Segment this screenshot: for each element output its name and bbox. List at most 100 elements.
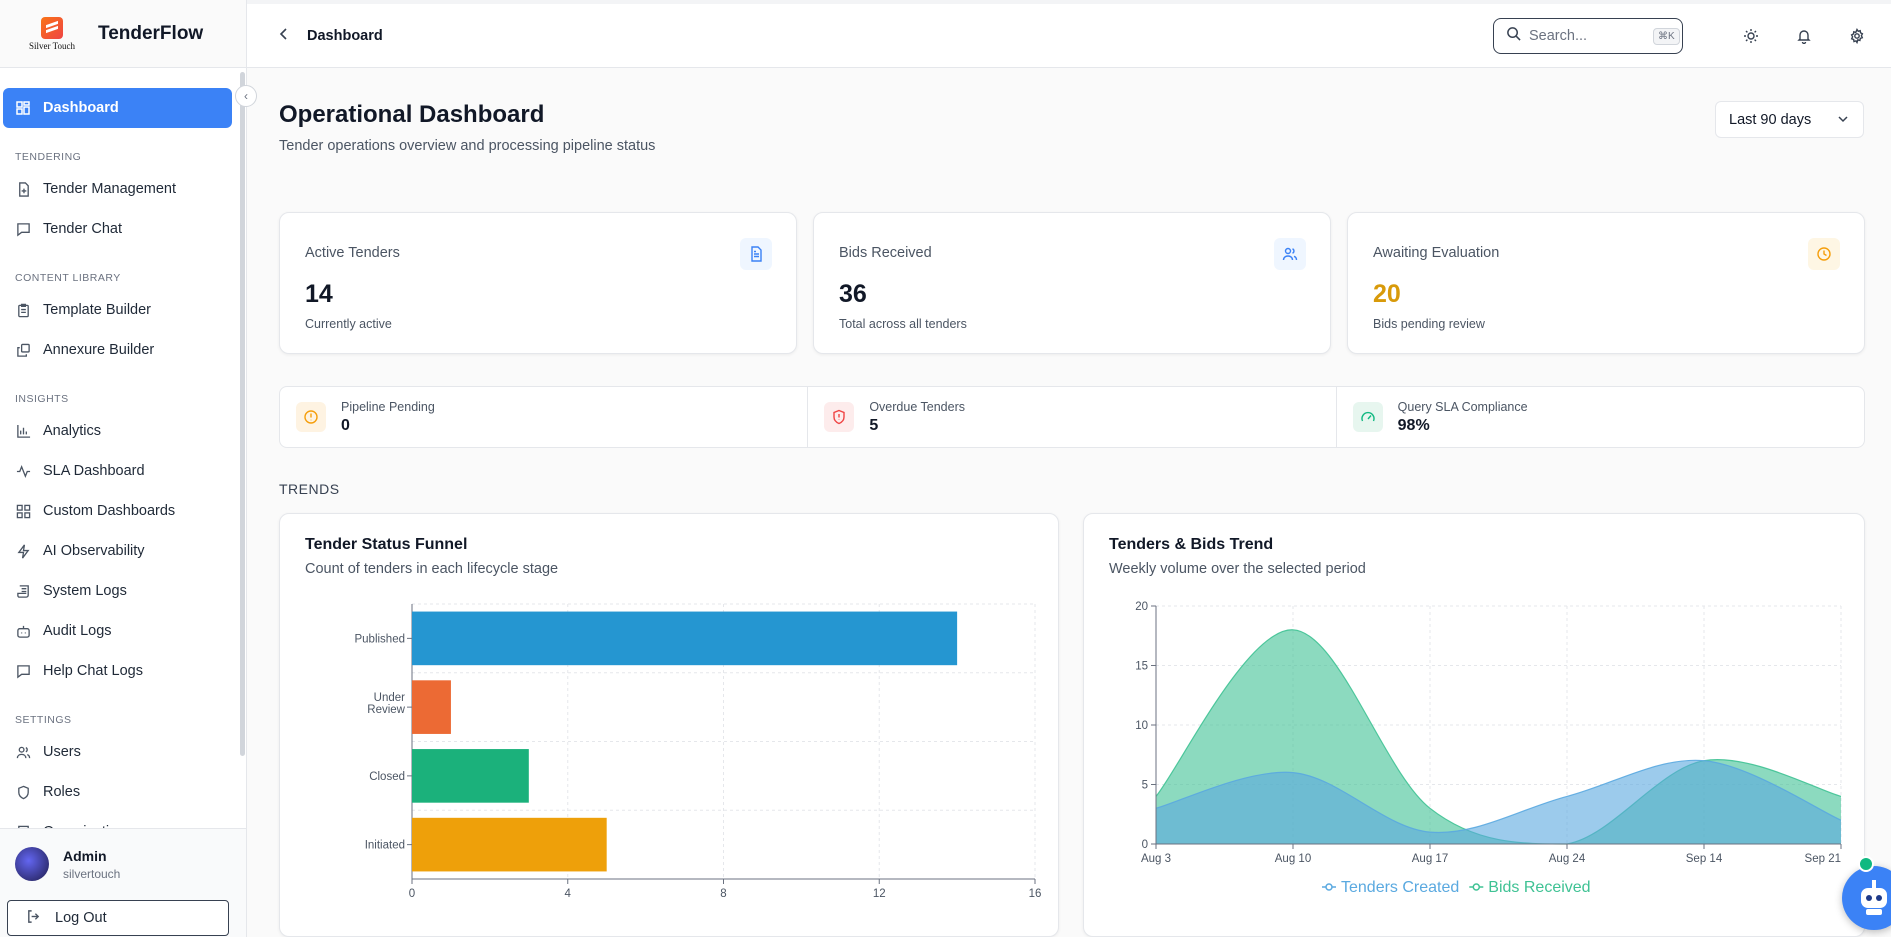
sidebar-item-sla-dashboard[interactable]: SLA Dashboard xyxy=(3,451,232,491)
kpi-strip: Pipeline Pending 0 Overdue Tenders 5 Que… xyxy=(279,386,1865,448)
users-icon xyxy=(15,744,31,760)
trend-area-chart: 0 5 10 15 20 Aug 3 Aug 10 Aug 17 Aug 24 Sep 14 Sep… xyxy=(1135,601,1842,896)
nav-section-heading: CONTENT LIBRARY xyxy=(15,272,121,284)
search-input[interactable] xyxy=(1529,28,1649,44)
chart-subtitle: Weekly volume over the selected period xyxy=(1109,561,1366,577)
y-tick-label: Closed xyxy=(369,771,405,783)
main-content: Operational Dashboard Tender operations … xyxy=(247,68,1891,937)
y-tick-label: 10 xyxy=(1135,720,1148,732)
sidebar-item-system-logs[interactable]: System Logs xyxy=(3,571,232,611)
x-tick-label: Aug 10 xyxy=(1275,853,1311,865)
sidebar-item-label: Custom Dashboards xyxy=(43,503,176,519)
gauge-icon xyxy=(1352,402,1383,432)
gear-icon[interactable] xyxy=(1847,26,1867,46)
logout-label: Log Out xyxy=(55,910,107,926)
sidebar-item-label: Dashboard xyxy=(43,100,119,116)
kpi-overdue-tenders[interactable]: Overdue Tenders 5 xyxy=(808,387,1337,447)
sidebar-item-label: Annexure Builder xyxy=(43,342,155,358)
y-tick-label: Published xyxy=(354,633,405,645)
stat-card-awaiting-evaluation[interactable]: Awaiting Evaluation 20 Bids pending revi… xyxy=(1347,212,1865,354)
file-plus-icon xyxy=(15,181,31,197)
page-subtitle: Tender operations overview and processin… xyxy=(279,138,656,154)
bar-published xyxy=(412,611,958,666)
chevron-down-icon xyxy=(1837,113,1849,129)
sidebar-item-tender-management[interactable]: Tender Management xyxy=(3,169,232,209)
legend-label-tenders-created: Tenders Created xyxy=(1341,879,1459,896)
x-tick-label: 12 xyxy=(873,888,886,900)
x-tick-label: 16 xyxy=(1029,888,1042,900)
sidebar-item-help-chat-logs[interactable]: Help Chat Logs xyxy=(3,651,232,691)
sidebar-item-label: Tender Chat xyxy=(43,221,122,237)
sidebar-item-label: AI Observability xyxy=(43,543,145,559)
sidebar-item-label: SLA Dashboard xyxy=(43,463,145,479)
logout-button[interactable]: Log Out xyxy=(7,900,229,936)
sidebar-item-label: Template Builder xyxy=(43,302,151,318)
sidebar-item-label: Tender Management xyxy=(43,181,176,197)
stat-value: 14 xyxy=(305,280,333,308)
sidebar-item-label: Audit Logs xyxy=(43,623,112,639)
clipboard-icon xyxy=(15,302,31,318)
sidebar-scrollbar[interactable] xyxy=(240,72,245,756)
sidebar-item-tender-chat[interactable]: Tender Chat xyxy=(3,209,232,249)
zap-icon xyxy=(15,543,31,559)
y-tick-label: Initiated xyxy=(365,840,405,852)
message-square-icon xyxy=(15,221,31,237)
date-range-select[interactable]: Last 90 days xyxy=(1715,101,1864,138)
chat-assistant-button[interactable] xyxy=(1842,866,1891,930)
sidebar-item-analytics[interactable]: Analytics xyxy=(3,411,232,451)
sidebar-item-annexure-builder[interactable]: Annexure Builder xyxy=(3,330,232,370)
sidebar-item-template-builder[interactable]: Template Builder xyxy=(3,290,232,330)
breadcrumb: Dashboard xyxy=(279,28,383,44)
dashboard-icon xyxy=(15,100,31,116)
line-tenders-created xyxy=(1155,759,1842,834)
sidebar-item-ai-observability[interactable]: AI Observability xyxy=(3,531,232,571)
breadcrumb-current: Dashboard xyxy=(307,28,383,44)
x-tick-label: 8 xyxy=(720,888,726,900)
legend-label-bids-received: Bids Received xyxy=(1488,879,1590,896)
sidebar-item-label: Users xyxy=(43,744,81,760)
back-chevron-icon[interactable] xyxy=(279,28,289,44)
sidebar-item-label: Organization xyxy=(43,824,125,830)
kpi-pipeline-pending[interactable]: Pipeline Pending 0 xyxy=(280,387,809,447)
chart-subtitle: Count of tenders in each lifecycle stage xyxy=(305,561,559,577)
copy-icon xyxy=(15,342,31,358)
sidebar-item-roles[interactable]: Roles xyxy=(3,772,232,812)
users-icon xyxy=(1274,238,1306,270)
collapse-sidebar-button[interactable]: ‹ xyxy=(235,85,257,107)
avatar[interactable] xyxy=(15,847,49,881)
theme-toggle-icon[interactable] xyxy=(1741,26,1761,46)
sidebar-item-users[interactable]: Users xyxy=(3,732,232,772)
x-tick-label: Aug 17 xyxy=(1412,853,1448,865)
company-logo: Silver Touch xyxy=(16,14,88,54)
clock-icon xyxy=(1808,238,1840,270)
x-tick-label: 4 xyxy=(565,888,572,900)
bar-under-review xyxy=(412,680,451,734)
chart-card-tenders-bids-trend: Tenders & Bids Trend Weekly volume over … xyxy=(1083,513,1865,937)
sidebar-item-label: Roles xyxy=(43,784,81,800)
sidebar-item-dashboard[interactable]: Dashboard xyxy=(3,88,232,128)
activity-icon xyxy=(15,463,31,479)
search-box[interactable]: ⌘K xyxy=(1493,18,1683,54)
legend-marker-tenders-created xyxy=(1325,883,1333,891)
x-tick-label: 0 xyxy=(409,888,415,900)
sidebar-item-custom-dashboards[interactable]: Custom Dashboards xyxy=(3,491,232,531)
stat-card-bids-received[interactable]: Bids Received 36 Total across all tender… xyxy=(813,212,1331,354)
stat-card-active-tenders[interactable]: Active Tenders 14 Currently active xyxy=(279,212,797,354)
kpi-query-sla-compliance[interactable]: Query SLA Compliance 98% xyxy=(1337,387,1864,447)
y-tick-label: 20 xyxy=(1135,601,1148,613)
area-tenders-created xyxy=(1156,760,1841,844)
stat-note: Bids pending review xyxy=(1373,317,1485,331)
bell-icon[interactable] xyxy=(1794,26,1814,46)
online-status-dot xyxy=(1858,856,1874,872)
sidebar-item-audit-logs[interactable]: Audit Logs xyxy=(3,611,232,651)
shield-icon xyxy=(15,784,31,800)
user-name: Admin xyxy=(63,848,107,864)
topbar: Dashboard ⌘K xyxy=(247,0,1891,68)
y-tick-label: Review xyxy=(367,704,405,716)
logout-icon xyxy=(26,909,41,928)
y-tick-label: 0 xyxy=(1142,839,1148,851)
sidebar-item-label: Analytics xyxy=(43,423,102,439)
x-tick-label: Aug 24 xyxy=(1549,853,1586,865)
y-tick-label: 15 xyxy=(1135,661,1148,673)
